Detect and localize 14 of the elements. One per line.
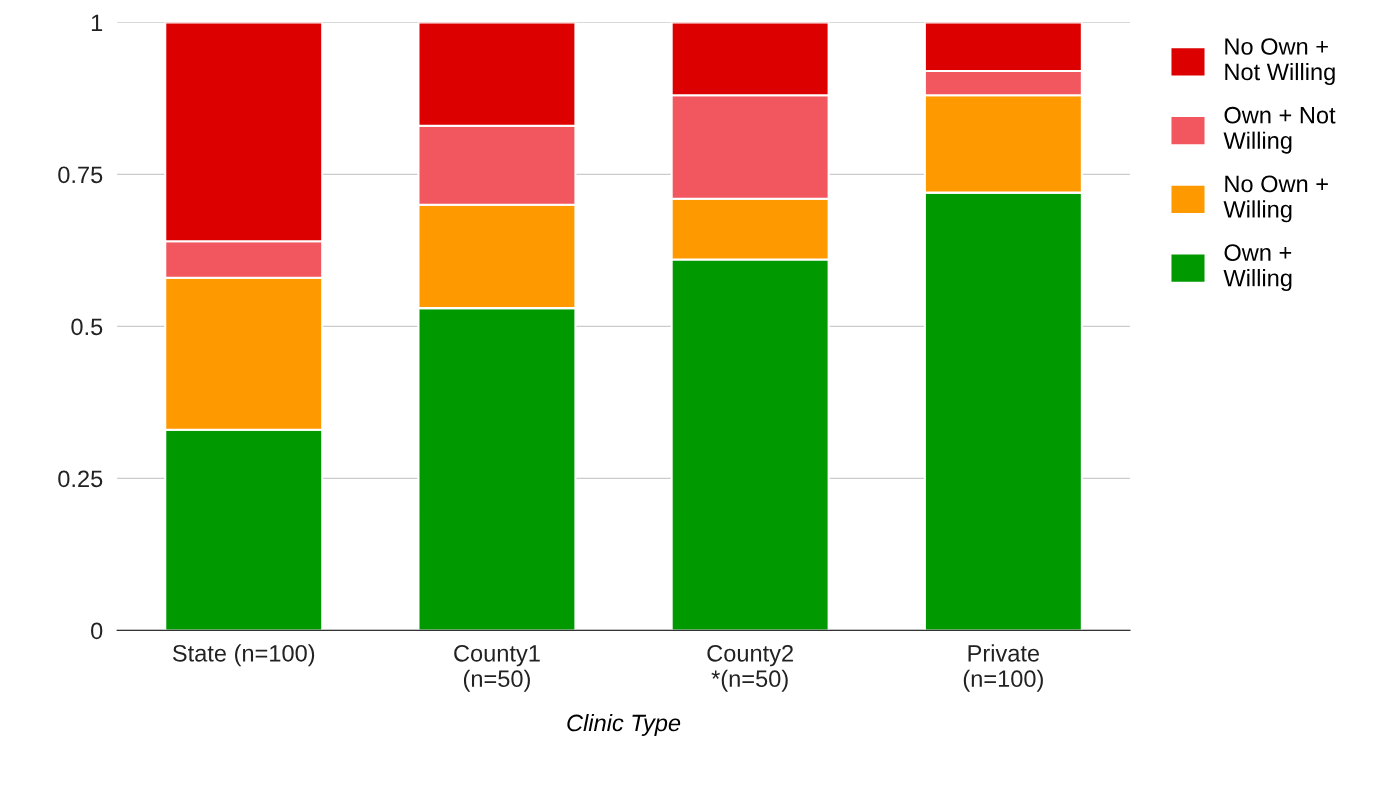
y-tick-label: 1 [91, 14, 103, 31]
x-tick-label: County1 (n=50) [454, 644, 540, 692]
x-tick-label: County2 *(n=50) [707, 644, 793, 692]
x-axis-title: Clinic Type [567, 713, 681, 736]
legend-label: Own + Willing [1223, 244, 1292, 292]
x-tick-label: Private (n=100) [963, 644, 1043, 692]
y-tick-label: 0.25 [58, 470, 103, 488]
y-tick-label: 0 [91, 622, 103, 640]
y-tick-label: 0.5 [71, 318, 103, 336]
x-tick-label: State (n=100) [172, 644, 315, 667]
y-tick-label: 0.75 [58, 166, 103, 184]
legend-label: No Own + Willing [1223, 175, 1328, 223]
legend-label: No Own + Not Willing [1225, 38, 1335, 85]
legend-label: Own + Not Willing [1223, 106, 1336, 154]
